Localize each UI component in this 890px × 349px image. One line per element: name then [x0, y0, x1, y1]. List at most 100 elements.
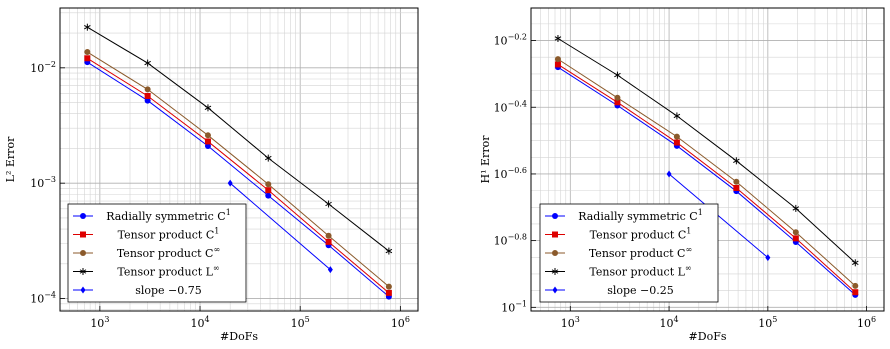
data-point — [265, 192, 272, 199]
x-axis-label: #DoFs — [689, 330, 727, 343]
data-point — [265, 181, 272, 188]
legend-marker — [551, 268, 559, 275]
series-3 — [554, 56, 859, 289]
plot-frame — [530, 7, 885, 312]
y-tick-label: 10−3 — [30, 175, 56, 190]
legend-label: Radially symmetric C1 — [106, 208, 231, 223]
data-point — [84, 23, 91, 31]
legend-label: Tensor product C∞ — [589, 245, 692, 260]
legend-marker — [80, 231, 86, 238]
data-point — [733, 157, 740, 165]
legend-entry: Tensor product C∞ — [73, 245, 220, 260]
x-tick-label: 106 — [391, 315, 410, 330]
x-tick-label: 104 — [190, 315, 209, 330]
y-tick-label: 10−2 — [30, 60, 56, 75]
series-2 — [554, 61, 859, 296]
data-point — [327, 266, 333, 274]
series-line — [87, 57, 390, 294]
legend-label: Tensor product L∞ — [589, 264, 691, 279]
data-point — [144, 86, 151, 93]
legend-marker — [552, 213, 558, 219]
data-point — [673, 133, 680, 140]
y-tick-label: 10−0.2 — [494, 33, 527, 48]
data-point — [614, 99, 621, 106]
y-tick-label: 10−4 — [30, 291, 56, 306]
data-point — [554, 34, 562, 42]
data-point — [852, 259, 859, 267]
x-tick-label: 105 — [758, 315, 777, 330]
y-tick-label: 10−0.6 — [494, 166, 527, 181]
y-tick-label: 10−1 — [501, 299, 527, 314]
legend-label: Tensor product C1 — [118, 227, 220, 242]
legend-marker — [552, 286, 558, 294]
data-point — [765, 254, 771, 262]
series-line — [229, 182, 331, 271]
y-axis-label: H¹ Error — [479, 135, 492, 184]
data-point — [733, 178, 740, 185]
data-point — [792, 204, 800, 212]
data-point — [325, 238, 332, 245]
data-point — [84, 55, 91, 62]
y-tick-label: 10−0.4 — [494, 99, 527, 114]
legend-entry: Tensor product L∞ — [545, 264, 692, 279]
chart-panel-2: 103 104 105 106 10−1 10−0.8 10−0.6 10−0.4 10−0.2… — [479, 7, 885, 343]
legend-marker — [79, 268, 87, 275]
series-line — [87, 51, 390, 287]
legend: Radially symmetric C1 Tensor product C1 Te… — [539, 203, 719, 303]
x-tick-label: 103 — [561, 315, 580, 330]
series-1 — [84, 59, 392, 300]
legend-box — [67, 203, 247, 303]
series-line — [87, 26, 390, 252]
data-point — [614, 94, 621, 101]
legend-entry: Tensor product C1 — [73, 227, 219, 242]
legend-entry: Radially symmetric C1 — [73, 208, 231, 223]
legend-entry: Tensor product L∞ — [73, 264, 220, 279]
legend-box — [539, 203, 719, 303]
legend-label: Tensor product C∞ — [117, 245, 220, 260]
legend-entry: Tensor product C1 — [545, 227, 691, 242]
legend-label: Radially symmetric C1 — [578, 208, 703, 223]
legend-label: Tensor product L∞ — [117, 264, 219, 279]
plot-frame — [59, 7, 419, 312]
chart-panel-1: 103 104 105 106 10−4 10−3 10−2 #DoFs L² Error Rad… — [4, 7, 419, 343]
series-line — [557, 66, 856, 296]
data-point — [144, 92, 151, 99]
data-point — [673, 139, 680, 146]
data-point — [325, 200, 332, 208]
data-point — [265, 187, 272, 194]
series-line — [87, 61, 390, 297]
data-point — [84, 49, 91, 56]
data-point — [673, 112, 681, 120]
x-axis-label: #DoFs — [220, 330, 258, 343]
legend-marker — [80, 286, 86, 294]
data-point — [204, 104, 212, 112]
data-point — [204, 138, 211, 145]
data-point — [227, 179, 233, 187]
series-4 — [554, 34, 859, 267]
legend-marker — [552, 250, 558, 256]
series-2 — [84, 55, 392, 296]
data-point — [264, 154, 272, 162]
legend-marker — [552, 231, 558, 238]
series-4 — [84, 23, 393, 255]
data-point — [325, 232, 332, 239]
data-point — [385, 289, 392, 296]
series-line — [557, 64, 856, 293]
series-line — [668, 173, 769, 258]
legend-marker — [80, 213, 86, 219]
y-axis-label: L² Error — [4, 136, 17, 182]
data-point — [144, 59, 151, 67]
data-point — [554, 56, 561, 63]
legend-entry: Tensor product C∞ — [545, 245, 692, 260]
x-tick-label: 105 — [291, 315, 310, 330]
x-tick-label: 106 — [857, 315, 876, 330]
data-point — [733, 184, 740, 191]
data-point — [852, 289, 859, 296]
x-tick-label: 104 — [660, 315, 679, 330]
data-point — [666, 170, 672, 178]
data-point — [385, 247, 393, 255]
x-tick-label: 103 — [90, 315, 109, 330]
series-line — [557, 58, 856, 287]
y-tick-label: 10−0.8 — [494, 233, 527, 248]
